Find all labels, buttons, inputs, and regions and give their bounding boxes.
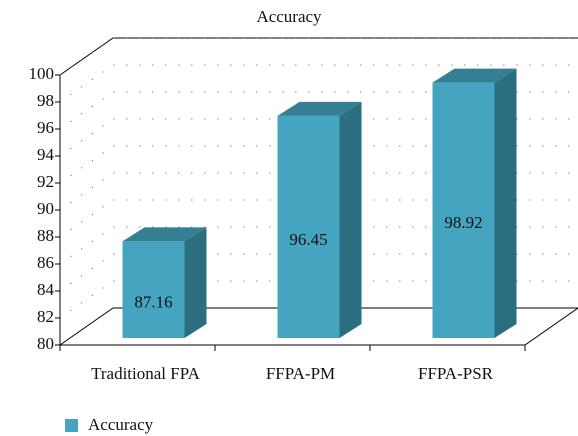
bar [432,82,495,338]
data-label: 98.92 [444,213,482,232]
bar-side [494,68,517,338]
bar-side [339,101,362,338]
data-label: 96.45 [289,230,327,249]
bar-top [432,68,517,83]
y-tick-label: 82 [37,307,54,326]
y-tick-label: 92 [37,172,54,191]
legend-swatch [65,419,78,432]
y-tick-label: 96 [37,118,54,137]
y-tick-label: 94 [37,145,55,164]
chart-title: Accuracy [256,7,322,26]
y-tick-label: 90 [37,199,54,218]
x-tick-label: FFPA-PSR [418,364,494,383]
y-tick-label: 98 [37,91,54,110]
x-tick-label: Traditional FPA [91,364,201,383]
bar [122,241,185,338]
legend-label: Accuracy [88,415,154,434]
bar-top [122,227,207,242]
y-tick-label: 100 [29,64,55,83]
bar [277,115,340,338]
x-tick-label: FFPA-PM [266,364,335,383]
y-tick-label: 88 [37,226,54,245]
y-tick-label: 84 [37,280,55,299]
y-tick-label: 86 [37,253,54,272]
back-wall-edge [59,37,578,76]
bar-top [277,101,362,116]
data-label: 87.16 [134,293,172,312]
bar-side [184,227,207,338]
y-tick-label: 80 [37,334,54,353]
